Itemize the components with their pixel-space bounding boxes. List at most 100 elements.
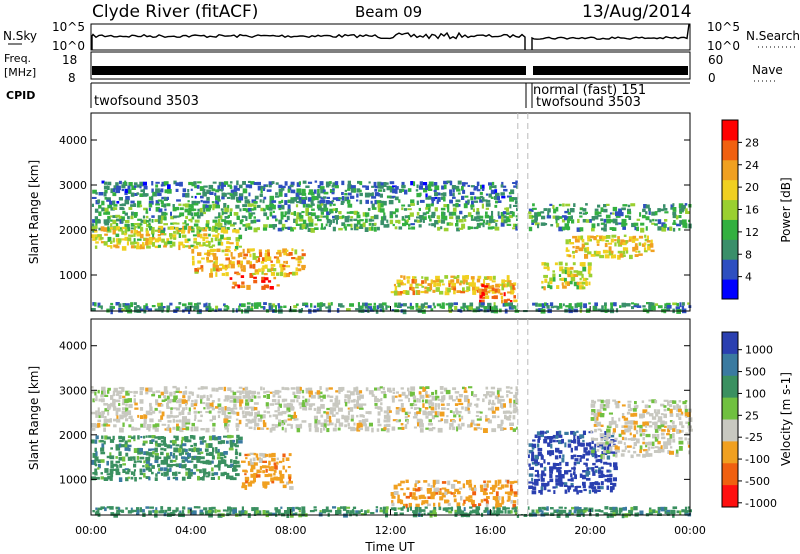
band-3-cell (282, 264, 286, 268)
band-0-cell (495, 192, 500, 197)
band-3-cell (225, 264, 228, 270)
band-4-cell (576, 430, 579, 433)
band-0-cell (116, 407, 121, 412)
band-0-cell (510, 189, 515, 195)
band-10-cell (508, 302, 513, 306)
band-8-cell (644, 238, 649, 242)
band-8-cell (644, 250, 648, 253)
band-0-cell (145, 391, 149, 395)
band-2-cell (226, 236, 231, 241)
band-0-cell (329, 395, 334, 398)
band-1-cell (205, 207, 211, 212)
band-0-cell (350, 414, 355, 419)
band-1-cell (106, 460, 109, 466)
band-0-cell (475, 403, 479, 408)
band-6-cell (513, 299, 518, 303)
band-10-cell (100, 305, 103, 310)
band-0-cell (161, 399, 166, 402)
band-1-cell (422, 212, 427, 216)
band-4-cell (552, 466, 557, 470)
gap-fill (517, 114, 528, 310)
band-0-cell (308, 427, 312, 432)
band-0-cell (113, 418, 117, 422)
band-1-cell (133, 463, 137, 468)
band-6-cell (594, 509, 600, 512)
band-6-cell (648, 509, 654, 514)
band-6-cell (511, 507, 516, 510)
band-1-cell (463, 215, 468, 218)
band-1-cell (167, 476, 171, 481)
band-10-cell (475, 308, 481, 313)
band-4-cell (546, 436, 552, 440)
band-2-cell (289, 486, 294, 490)
band-1-cell (286, 211, 291, 215)
band-0-cell (265, 390, 270, 393)
band-3-cell (246, 248, 251, 254)
band-2-cell (265, 468, 268, 473)
band-1-cell (186, 453, 191, 458)
band-1-cell (137, 451, 142, 455)
band-4-cell (597, 469, 602, 474)
band-0-cell (488, 193, 492, 198)
band-5-cell (654, 436, 659, 442)
band-0-cell (170, 410, 173, 415)
band-1-cell (216, 456, 221, 460)
band-6-cell (313, 506, 317, 509)
band-5-cell (629, 432, 632, 436)
band-2-cell (157, 234, 161, 237)
band-6-cell (630, 510, 633, 516)
band-5-cell (590, 417, 596, 421)
band-1-cell (203, 207, 206, 213)
band-10-cell (319, 302, 323, 307)
band-4-cell (601, 446, 606, 450)
band-5-cell (608, 440, 614, 444)
band-0-cell (329, 410, 334, 415)
band-4-cell (582, 439, 585, 443)
band-1-cell (371, 226, 374, 231)
band-0-cell (104, 181, 107, 185)
band-1-cell (142, 440, 148, 444)
band-1-cell (447, 208, 450, 213)
band-4-cell (613, 477, 617, 482)
band-1-cell (383, 215, 387, 221)
band-3-cell (231, 256, 236, 260)
velocity-colorbar-swatch (722, 463, 738, 486)
band-0-cell (263, 410, 267, 413)
band-6-cell (573, 510, 577, 514)
band-0-cell (149, 402, 152, 407)
band-0-cell (149, 418, 154, 423)
band-10-cell (631, 306, 634, 310)
band-4-cell (573, 489, 578, 492)
band-3-cell (447, 491, 452, 494)
band-7-cell (605, 214, 611, 219)
band-7-cell (681, 204, 686, 210)
band-5-cell (672, 433, 675, 438)
band-0-cell (301, 402, 307, 408)
band-0-cell (392, 188, 397, 194)
band-5-cell (688, 450, 691, 455)
band-2-cell (193, 241, 198, 244)
band-0-cell (353, 427, 359, 431)
band-0-cell (278, 184, 283, 188)
band-8-cell (628, 236, 633, 240)
band-6-cell (272, 512, 277, 516)
band-7-cell (528, 226, 533, 232)
band-2-cell (184, 245, 189, 248)
band-0-cell (440, 399, 445, 403)
band-0-cell (121, 184, 126, 189)
band-1-cell (119, 464, 123, 468)
band-3-cell (501, 502, 504, 505)
band-1-cell (98, 211, 102, 216)
band-6-cell (148, 510, 152, 515)
band-1-cell (332, 203, 336, 206)
band-1-cell (248, 215, 252, 220)
band-6-cell (133, 509, 138, 513)
band-1-cell (130, 204, 134, 207)
band-4-cell (588, 485, 593, 489)
band-5-cell (597, 428, 602, 431)
band-5-cell (405, 290, 410, 295)
band-6-cell (131, 509, 134, 513)
band-3-cell (273, 268, 277, 272)
freq-left-tick-top: 18 (62, 53, 77, 67)
band-10-cell (241, 303, 246, 308)
